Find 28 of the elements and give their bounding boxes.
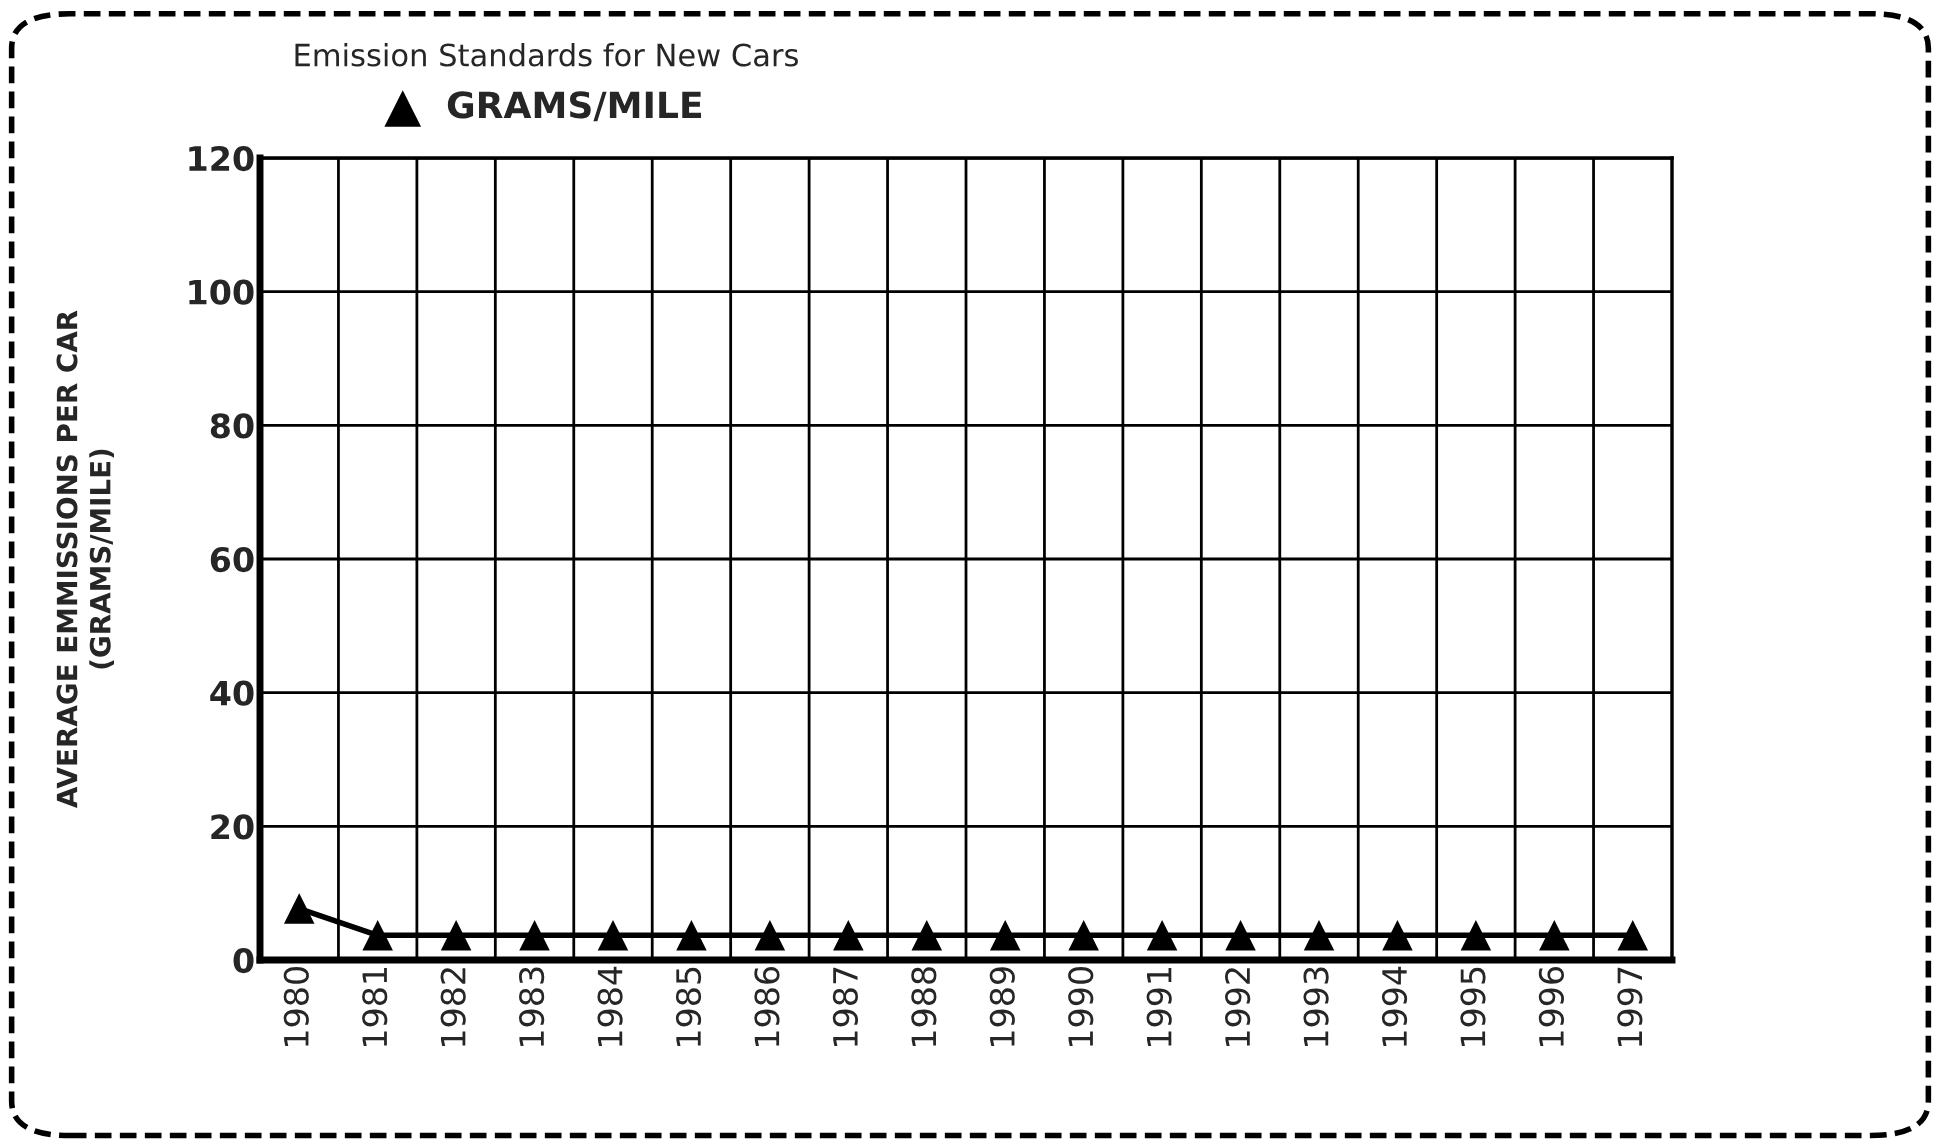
y-axis-title: AVERAGE EMMISSIONS PER CAR (GRAMS/MILE) — [56, 310, 114, 809]
x-tick-label: 1988 — [911, 967, 937, 1047]
x-tick-label: 1985 — [675, 967, 702, 1047]
y-tick-label: 80 — [210, 413, 254, 439]
x-tick-label: 1982 — [440, 968, 466, 1047]
x-tick-label: 1992 — [1225, 968, 1251, 1047]
legend-label: GRAMS/MILE — [447, 91, 701, 122]
y-tick-label: 40 — [210, 680, 254, 706]
x-tick-label: 1987 — [832, 967, 859, 1047]
y-tick-label: 100 — [189, 279, 254, 305]
x-tick-label: 1993 — [1303, 967, 1329, 1047]
x-tick-label: 1983 — [519, 967, 545, 1047]
x-tick-label: 1994 — [1381, 966, 1408, 1047]
y-tick-label: 0 — [233, 947, 254, 974]
x-tick-label: 1995 — [1460, 967, 1486, 1047]
x-tick-label: 1996 — [1538, 966, 1565, 1047]
x-tick-label: 1986 — [754, 966, 780, 1047]
y-tick-label: 20 — [211, 814, 254, 840]
x-tick-label: 1980 — [283, 967, 309, 1047]
x-tick-label: 1981 — [362, 967, 388, 1047]
x-tick-label: 1990 — [1068, 967, 1094, 1047]
y-tick-label: 60 — [210, 546, 254, 573]
x-tick-label: 1991 — [1146, 967, 1172, 1047]
x-tick-label: 1984 — [597, 966, 623, 1047]
y-tick-label: 120 — [189, 145, 254, 172]
x-tick-label: 1989 — [989, 967, 1015, 1047]
x-tick-label: 1997 — [1617, 967, 1643, 1047]
legend-title: Emission Standards for New Cars — [295, 42, 798, 67]
